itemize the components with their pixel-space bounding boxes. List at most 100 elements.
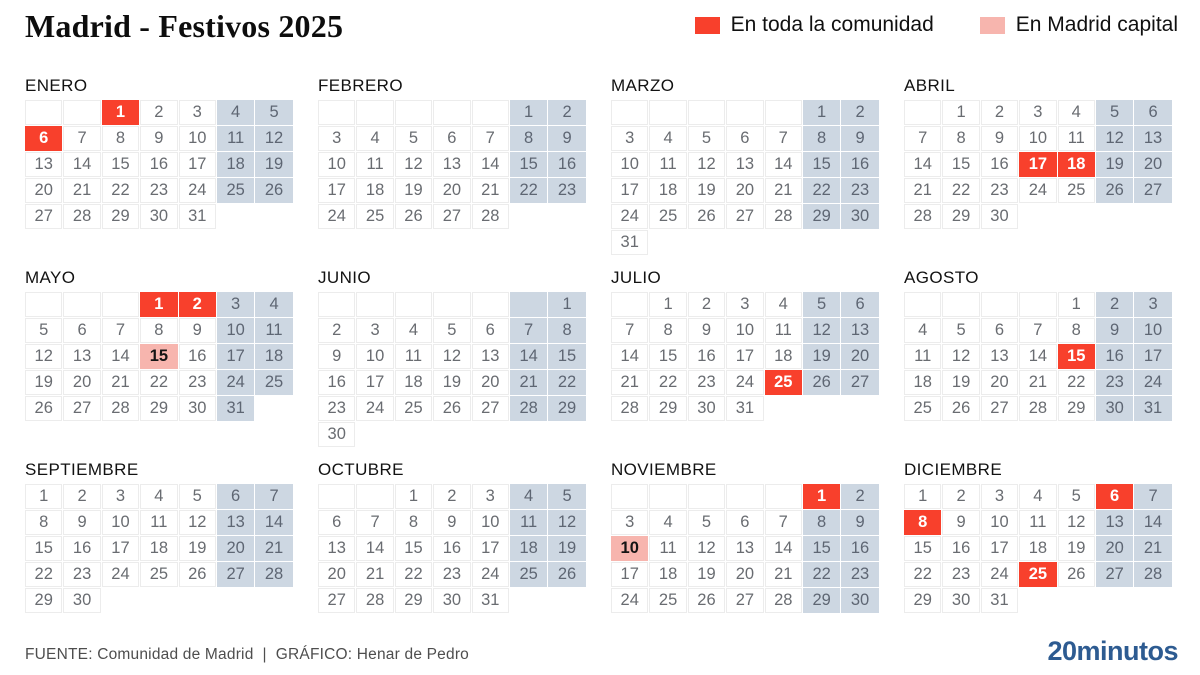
day-cell: 31 — [1134, 396, 1172, 421]
day-cell: 12 — [255, 126, 293, 151]
day-cell: 20 — [433, 178, 471, 203]
day-cell: 20 — [726, 562, 764, 587]
day-cell: 10 — [471, 510, 509, 535]
day-cell: 2 — [63, 484, 101, 509]
month-grid: 1 2 3 4 5 6 7 8 9 10 11 12 13 14 15 16 17 18 19 20 21 22 23 24 2… — [611, 292, 879, 421]
day-cell: 7 — [764, 510, 802, 535]
day-cell: 17 — [611, 178, 649, 203]
day-cell: 26 — [433, 396, 471, 421]
day-cell: 22 — [649, 370, 687, 395]
day-cell: 4 — [904, 318, 942, 343]
day-cell: 14 — [1019, 344, 1057, 369]
empty-cell — [318, 292, 356, 317]
day-cell: 22 — [25, 562, 63, 587]
month-septiembre: SEPTIEMBRE 1 2 3 4 5 6 7 8 9 10 11 12 13 14 15 16 17 18 19 2… — [25, 460, 293, 613]
day-cell: 29 — [101, 204, 140, 229]
day-cell: 16 — [433, 536, 471, 561]
day-cell: 5 — [942, 318, 980, 343]
legend-item-community: En toda la comunidad — [694, 13, 934, 37]
day-cell: 13 — [471, 344, 509, 369]
day-cell: 27 — [216, 562, 255, 587]
day-cell: 12 — [687, 536, 726, 561]
day-cell: 27 — [63, 396, 101, 421]
day-cell: 29 — [394, 588, 433, 613]
month-grid: 1 2 3 4 5 6 7 8 9 10 11 12 13 14 15 16 17 18 19 20 21 22 23 24 2… — [904, 292, 1172, 421]
day-cell: 15 — [509, 152, 548, 177]
day-cell: 3 — [1019, 100, 1057, 125]
day-cell: 3 — [318, 126, 356, 151]
day-cell: 9 — [548, 126, 586, 151]
day-cell: 30 — [140, 204, 178, 229]
day-cell: 9 — [140, 126, 178, 151]
day-cell: 29 — [649, 396, 687, 421]
day-cell: 6 — [318, 510, 356, 535]
month-grid: 1 2 3 4 5 6 7 8 9 10 11 12 13 14 15 16 17 18 19 20 21 22 23 24 2… — [318, 100, 586, 229]
day-cell: 8 — [942, 126, 980, 151]
day-cell: 6 — [726, 510, 764, 535]
day-cell: 31 — [216, 396, 255, 421]
footer-source: FUENTE: Comunidad de Madrid — [25, 646, 254, 663]
day-cell: 19 — [548, 536, 586, 561]
day-cell: 30 — [1095, 396, 1134, 421]
day-cell: 18 — [216, 152, 255, 177]
month-title: OCTUBRE — [318, 460, 404, 479]
day-cell: 7 — [764, 126, 802, 151]
day-cell: 24 — [101, 562, 140, 587]
day-cell: 3 — [726, 292, 764, 317]
empty-cell — [394, 292, 433, 317]
month-title: NOVIEMBRE — [611, 460, 717, 479]
day-cell: 13 — [726, 536, 764, 561]
day-cell: 24 — [1019, 178, 1057, 203]
day-cell: 11 — [509, 510, 548, 535]
month-junio: JUNIO 1 2 3 4 5 6 7 8 9 10 11 12 13 14 15 16 17 18 19 20 21 22… — [318, 268, 586, 460]
day-cell: 29 — [25, 588, 63, 613]
day-cell: 14 — [356, 536, 394, 561]
day-cell: 27 — [471, 396, 509, 421]
month-grid: 1 2 3 4 5 6 7 8 9 10 11 12 13 14 15 16 17 18 19 20 21 22 23 24 2… — [25, 100, 293, 229]
day-cell: 4 — [649, 126, 687, 151]
holiday-community-day: 1 — [101, 100, 140, 125]
day-cell: 24 — [471, 562, 509, 587]
day-cell: 16 — [841, 536, 879, 561]
day-cell: 8 — [25, 510, 63, 535]
day-cell: 30 — [841, 204, 879, 229]
holiday-community-day: 25 — [1019, 562, 1057, 587]
day-cell: 7 — [1019, 318, 1057, 343]
day-cell: 14 — [764, 152, 802, 177]
day-cell: 6 — [1134, 100, 1172, 125]
day-cell: 23 — [178, 370, 216, 395]
day-cell: 1 — [25, 484, 63, 509]
empty-cell — [649, 100, 687, 125]
day-cell: 9 — [942, 510, 980, 535]
holiday-community-day: 18 — [1057, 152, 1095, 177]
day-cell: 21 — [255, 536, 293, 561]
day-cell: 29 — [802, 588, 841, 613]
day-cell: 21 — [63, 178, 101, 203]
day-cell: 16 — [178, 344, 216, 369]
day-cell: 4 — [509, 484, 548, 509]
day-cell: 24 — [611, 588, 649, 613]
day-cell: 18 — [140, 536, 178, 561]
day-cell: 14 — [509, 344, 548, 369]
day-cell: 21 — [611, 370, 649, 395]
day-cell: 11 — [255, 318, 293, 343]
day-cell: 21 — [356, 562, 394, 587]
day-cell: 10 — [318, 152, 356, 177]
day-cell: 15 — [649, 344, 687, 369]
day-cell: 12 — [394, 152, 433, 177]
day-cell: 22 — [509, 178, 548, 203]
day-cell: 26 — [255, 178, 293, 203]
day-cell: 23 — [687, 370, 726, 395]
month-title: AGOSTO — [904, 268, 979, 287]
day-cell: 18 — [509, 536, 548, 561]
empty-cell — [726, 484, 764, 509]
day-cell: 7 — [63, 126, 101, 151]
day-cell: 15 — [802, 536, 841, 561]
day-cell: 16 — [980, 152, 1019, 177]
holiday-community-day: 1 — [140, 292, 178, 317]
day-cell: 25 — [216, 178, 255, 203]
day-cell: 25 — [649, 204, 687, 229]
day-cell: 2 — [841, 100, 879, 125]
day-cell: 10 — [980, 510, 1019, 535]
day-cell: 30 — [841, 588, 879, 613]
